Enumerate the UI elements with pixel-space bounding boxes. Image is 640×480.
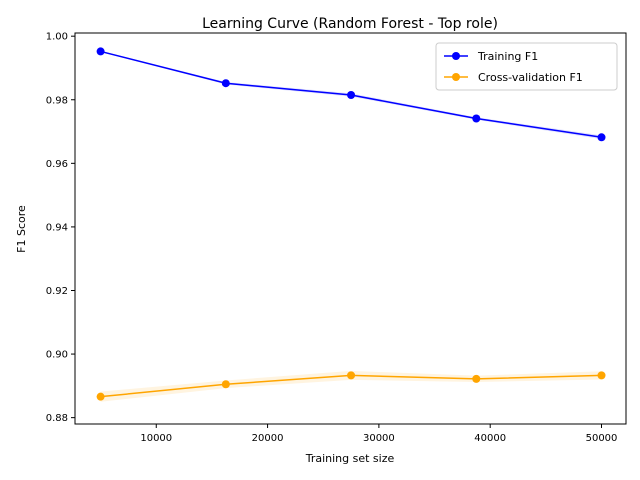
x-axis: 10000 20000 30000 40000 50000 [140, 424, 617, 444]
y-tick-label-6: 1.00 [46, 32, 68, 43]
y-tick-label-5: 0.98 [46, 95, 68, 106]
legend-box [435, 42, 618, 91]
legend-label-1: Cross-validation F1 [478, 71, 583, 84]
x-tick-label-4: 50000 [586, 433, 618, 444]
series-1-point-2 [347, 371, 356, 380]
legend-label-0: Training F1 [477, 50, 538, 63]
series-0-point-3 [472, 114, 481, 123]
series-0-point-1 [221, 79, 230, 88]
series-1-point-0 [96, 392, 105, 401]
y-tick-label-1: 0.90 [46, 350, 68, 361]
series-1-point-3 [472, 374, 481, 383]
y-tick-label-3: 0.94 [46, 222, 68, 233]
y-axis-label: F1 Score [15, 205, 28, 253]
plot-area-frame [74, 32, 627, 425]
series-0-point-4 [597, 133, 606, 142]
series-0-point-2 [347, 90, 356, 99]
y-tick-label-0: 0.88 [46, 413, 68, 424]
legend-marker-1 [452, 73, 460, 81]
series-0-point-0 [96, 47, 105, 56]
series-points [96, 47, 606, 401]
legend: Training F1 Cross-validation F1 [435, 42, 618, 91]
x-tick-label-1: 20000 [252, 433, 284, 444]
y-axis: 0.88 0.90 0.92 0.94 0.96 0.98 1.00 [46, 32, 75, 424]
y-tick-label-2: 0.92 [46, 286, 68, 297]
x-tick-label-2: 30000 [363, 433, 395, 444]
chart-title: Learning Curve (Random Forest - Top role… [202, 16, 498, 32]
series-1-point-1 [221, 380, 230, 389]
x-axis-label: Training set size [305, 452, 395, 465]
series-1-point-4 [597, 371, 606, 380]
x-tick-label-0: 10000 [140, 433, 172, 444]
legend-marker-0 [452, 52, 460, 60]
x-tick-label-3: 40000 [474, 433, 506, 444]
y-tick-label-4: 0.96 [46, 159, 68, 170]
